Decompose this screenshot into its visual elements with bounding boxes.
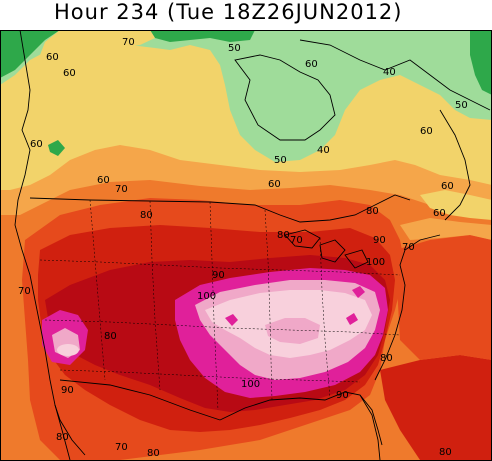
contour-label: 70 [115, 184, 128, 195]
boundaries [14, 30, 491, 460]
state-line-2 [149, 200, 161, 391]
state-line-4 [264, 209, 273, 401]
us-canada-border [29, 194, 411, 223]
band-green-dark-ne [470, 30, 492, 95]
contour-label: 60 [30, 139, 43, 150]
contour-label: 60 [268, 179, 281, 190]
contour-label: 70 [402, 242, 415, 253]
band-green-small [48, 140, 65, 156]
state-line-5 [319, 237, 331, 399]
contour-label: 70 [290, 235, 303, 246]
contour-label: 70 [18, 286, 31, 297]
contour-label: 60 [305, 59, 318, 70]
us-mexico-border [59, 379, 221, 421]
contour-label: 90 [212, 270, 225, 281]
contour-labels: 70 60 60 50 60 40 50 60 60 50 40 60 60 7… [18, 37, 468, 459]
contour-label: 70 [115, 442, 128, 453]
contour-label: 70 [122, 37, 135, 48]
contour-label: 90 [336, 390, 349, 401]
temperature-map: 70 60 60 50 60 40 50 60 60 50 40 60 60 7… [0, 30, 492, 460]
band-green-dark-nc [150, 30, 255, 42]
contour-label: 50 [228, 43, 241, 54]
contour-label: 80 [366, 206, 379, 217]
contour-label: 80 [277, 230, 290, 241]
contour-label: 80 [147, 448, 160, 459]
band-red-se [380, 355, 492, 460]
band-light-pink-sw [57, 344, 79, 356]
state-line-3 [209, 201, 219, 411]
contour-label: 100 [241, 379, 260, 390]
header-bar: Hour 234 (Tue 18Z26JUN2012) [0, 0, 492, 30]
contour-label: 60 [433, 208, 446, 219]
florida [359, 394, 383, 446]
great-lakes [284, 229, 369, 269]
hudson-bay [234, 54, 336, 141]
east-coast [374, 234, 441, 381]
contour-label: 60 [441, 181, 454, 192]
forecast-title: Hour 234 (Tue 18Z26JUN2012) [54, 0, 403, 24]
contour-label: 80 [380, 353, 393, 364]
west-coastline [14, 30, 71, 460]
contour-label: 60 [97, 175, 110, 186]
gulf-coast [219, 391, 381, 460]
band-magenta-spot3 [346, 313, 358, 325]
band-magenta-spot [225, 314, 238, 326]
contour-label: 60 [420, 126, 433, 137]
band-yellow-north [40, 30, 155, 58]
contour-label: 60 [46, 52, 59, 63]
contour-label: 50 [455, 100, 468, 111]
band-red-orange-e [395, 235, 492, 360]
contour-label: 100 [197, 291, 216, 302]
band-green-dark [0, 30, 60, 78]
labrador-coast [439, 109, 471, 221]
contour-label: 80 [140, 210, 153, 221]
baja [54, 404, 86, 456]
contour-label: 90 [61, 385, 74, 396]
band-magenta-spot2 [352, 286, 365, 298]
contour-label: 60 [63, 68, 76, 79]
band-yellow-ne [420, 190, 492, 220]
contour-label: 40 [383, 67, 396, 78]
contour-label: 40 [317, 145, 330, 156]
band-orange-light-ne [400, 218, 492, 240]
contour-label: 50 [274, 155, 287, 166]
contour-label: 100 [366, 257, 385, 268]
state-lines [39, 199, 401, 411]
state-line-7 [44, 319, 401, 336]
band-pink-inner [265, 318, 320, 344]
contour-label: 90 [373, 235, 386, 246]
canada-arctic [299, 39, 491, 111]
state-line-6 [39, 259, 401, 276]
contour-label: 80 [439, 447, 452, 458]
contour-label: 80 [56, 432, 69, 443]
contour-label: 80 [104, 331, 117, 342]
